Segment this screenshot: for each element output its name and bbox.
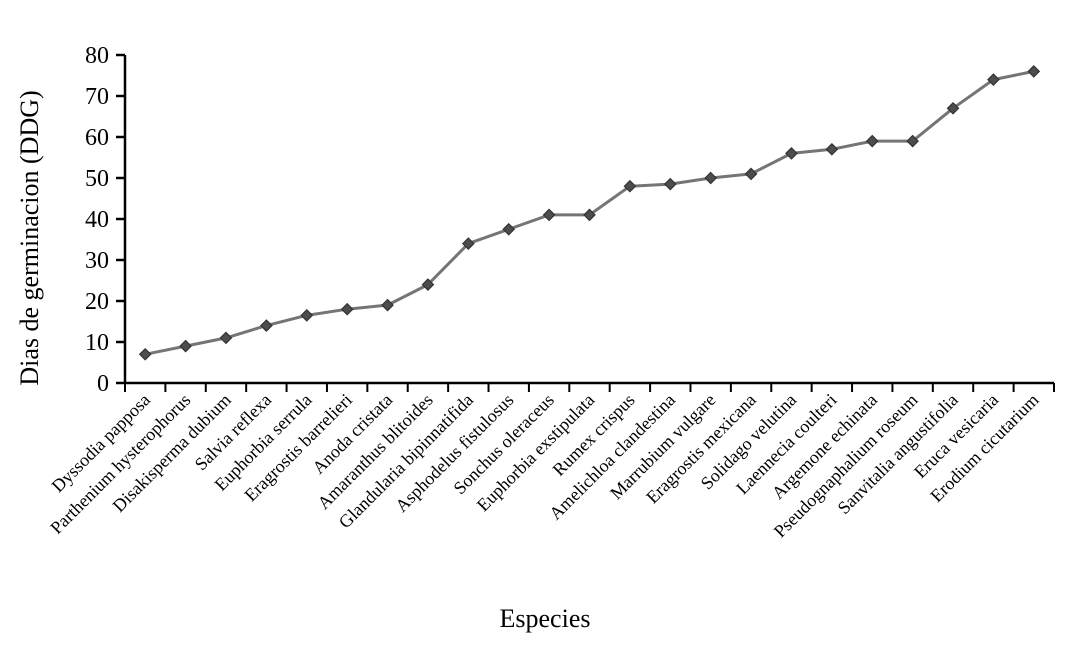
data-point-marker[interactable] [583, 208, 596, 222]
y-tick-label: 50 [85, 166, 109, 192]
data-point-marker[interactable] [825, 142, 839, 156]
data-point-marker[interactable] [623, 179, 637, 193]
y-tick-label: 70 [85, 84, 109, 110]
x-axis-title: Especies [500, 604, 591, 633]
data-point-marker[interactable] [865, 134, 879, 148]
data-point-marker[interactable] [744, 167, 758, 181]
data-point-marker[interactable] [138, 347, 152, 361]
data-point-marker[interactable] [663, 177, 677, 191]
data-point-marker[interactable] [946, 101, 960, 115]
data-point-marker[interactable] [300, 309, 314, 322]
y-tick-label: 30 [85, 248, 109, 274]
y-axis-title: Dias de germinacion (DDG) [15, 90, 44, 385]
y-tick-label: 80 [85, 43, 109, 69]
y-tick-label: 10 [85, 330, 109, 356]
data-point-marker[interactable] [179, 339, 192, 353]
y-tick-label: 40 [85, 207, 109, 233]
y-tick-label: 60 [85, 125, 109, 151]
data-point-marker[interactable] [260, 319, 273, 332]
data-point-marker[interactable] [987, 73, 1000, 86]
y-tick-label: 20 [85, 289, 109, 315]
data-point-marker[interactable] [785, 147, 798, 160]
data-point-marker[interactable] [340, 302, 354, 316]
data-point-marker[interactable] [502, 222, 516, 236]
data-point-marker[interactable] [906, 134, 919, 148]
data-point-marker[interactable] [219, 331, 233, 345]
data-point-marker[interactable] [461, 237, 475, 250]
data-point-marker[interactable] [421, 278, 435, 291]
data-point-marker[interactable] [542, 208, 556, 222]
data-point-marker[interactable] [1027, 65, 1041, 78]
y-tick-label: 0 [97, 371, 109, 397]
data-point-marker[interactable] [704, 171, 718, 185]
data-point-marker[interactable] [381, 298, 394, 312]
